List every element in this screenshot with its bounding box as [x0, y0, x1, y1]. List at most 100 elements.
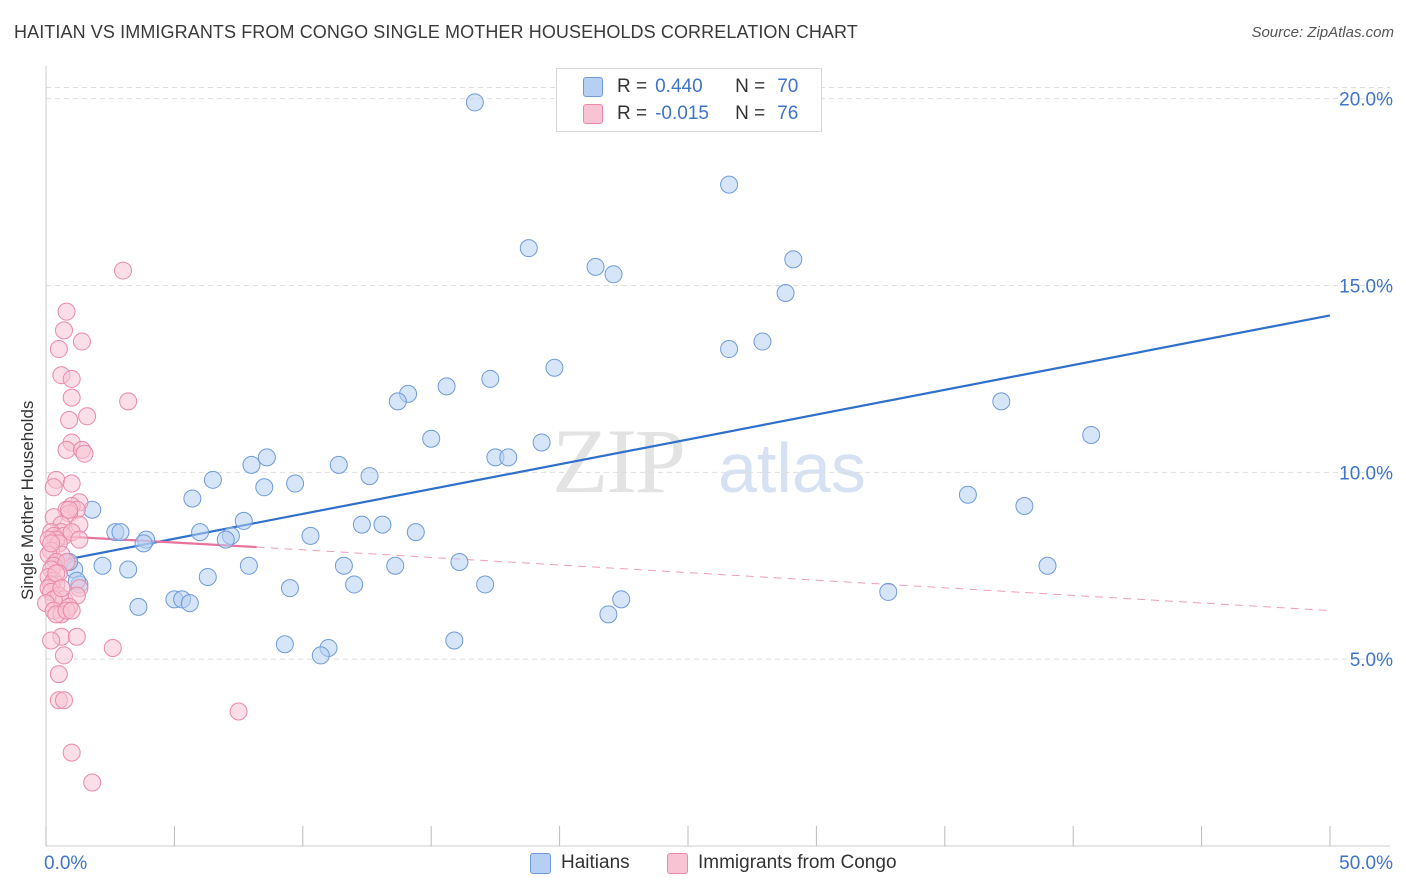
haitian-point: [499, 448, 518, 467]
y-tick-label: 10.0%: [1339, 463, 1393, 484]
haitian-point: [545, 358, 564, 377]
legend-r-value: 0.440: [655, 76, 703, 97]
haitian-point: [280, 579, 299, 598]
haitian-point: [879, 582, 898, 601]
haitian-point: [255, 478, 274, 497]
haitian-point: [958, 485, 977, 504]
haitian-point: [183, 489, 202, 508]
haitian-point: [1038, 556, 1057, 575]
congo-point: [119, 392, 138, 411]
y-tick-label: 20.0%: [1339, 90, 1393, 111]
bottom-legend-congo: Immigrants from Congo: [667, 852, 897, 874]
haitian-point: [388, 392, 407, 411]
haitian-point: [216, 530, 235, 549]
haitian-point: [373, 515, 392, 534]
haitian-point: [386, 556, 405, 575]
haitian-point: [311, 646, 330, 665]
legend-r-value: -0.015: [655, 103, 709, 124]
congo-point: [83, 773, 102, 792]
legend-n-label: N =: [735, 103, 766, 124]
haitian-trend-line: [53, 314, 1331, 564]
legend-series-name: Immigrants from Congo: [698, 852, 897, 873]
legend-swatch-pink: [667, 852, 688, 874]
congo-point: [229, 702, 248, 721]
haitian-point: [257, 448, 276, 467]
haitian-point: [586, 257, 605, 276]
tick-labels: 5.0% 10.0% 15.0% 20.0% 0.0% 50.0%: [44, 90, 1393, 874]
haitian-point: [301, 526, 320, 545]
haitian-point: [286, 474, 305, 493]
haitian-point: [203, 470, 222, 489]
haitian-point: [612, 590, 631, 609]
congo-point: [54, 691, 73, 710]
legend-n-label: N =: [735, 76, 766, 97]
legend-series-name: Haitians: [561, 852, 630, 873]
congo-point: [60, 500, 79, 519]
legend-r-label: R =: [617, 103, 648, 124]
haitian-point: [329, 455, 348, 474]
x-tick-label: 50.0%: [1339, 853, 1393, 874]
congo-point: [47, 564, 66, 583]
haitian-point: [93, 556, 112, 575]
legend-swatch-blue: [530, 852, 551, 874]
axes: [45, 66, 1390, 847]
congo-point: [62, 474, 81, 493]
y-tick-label: 5.0%: [1350, 650, 1393, 671]
haitian-point: [422, 429, 441, 448]
y-axis-label: Single Mother Households: [18, 400, 37, 600]
legend-box: R = 0.440 N = 70 R = -0.015 N = 76: [556, 68, 822, 132]
legend-swatch-blue: [583, 77, 603, 97]
haitian-point: [134, 534, 153, 553]
congo-point: [57, 302, 76, 321]
congo-point: [70, 530, 89, 549]
haitian-point: [1015, 496, 1034, 515]
haitian-point: [519, 239, 538, 258]
y-tick-label: 15.0%: [1339, 277, 1393, 298]
congo-point: [60, 411, 79, 430]
congo-point: [67, 627, 86, 646]
legend-n-value: 70: [777, 76, 799, 97]
haitian-point: [720, 340, 739, 359]
data-points: [37, 93, 1101, 792]
watermark-atlas: atlas: [718, 429, 866, 507]
haitian-point: [532, 433, 551, 452]
haitian-point: [275, 635, 294, 654]
haitian-point: [753, 332, 772, 351]
haitian-point: [334, 556, 353, 575]
haitian-point: [360, 467, 379, 486]
congo-point: [42, 631, 61, 650]
congo-point: [44, 478, 63, 497]
congo-point: [75, 444, 94, 463]
congo-point: [42, 534, 61, 553]
legend-r-label: R =: [617, 76, 648, 97]
legend-row-haitians: R = 0.440 N = 70: [583, 74, 798, 100]
bottom-legend-haitians: Haitians: [530, 852, 630, 874]
haitian-point: [784, 250, 803, 269]
gridlines: [46, 86, 1390, 660]
congo-point: [62, 601, 81, 620]
haitian-point: [180, 594, 199, 613]
haitian-point: [198, 567, 217, 586]
haitian-point: [604, 265, 623, 284]
chart-title: HAITIAN VS IMMIGRANTS FROM CONGO SINGLE …: [14, 22, 858, 42]
source-label: Source: ZipAtlas.com: [1251, 24, 1394, 41]
congo-point: [103, 638, 122, 657]
congo-point: [54, 321, 73, 340]
congo-point: [78, 407, 97, 426]
haitian-point: [481, 369, 500, 388]
congo-trend-line-dashed: [256, 546, 1331, 612]
haitian-point: [129, 597, 148, 616]
congo-point: [49, 665, 68, 684]
haitian-point: [191, 523, 210, 542]
haitian-point: [239, 556, 258, 575]
haitian-point: [992, 392, 1011, 411]
haitian-point: [406, 523, 425, 542]
haitian-point: [111, 523, 130, 542]
haitian-point: [476, 575, 495, 594]
haitian-point: [234, 511, 253, 530]
congo-point: [54, 646, 73, 665]
haitian-point: [119, 560, 138, 579]
congo-point: [72, 332, 91, 351]
haitian-point: [720, 175, 739, 194]
